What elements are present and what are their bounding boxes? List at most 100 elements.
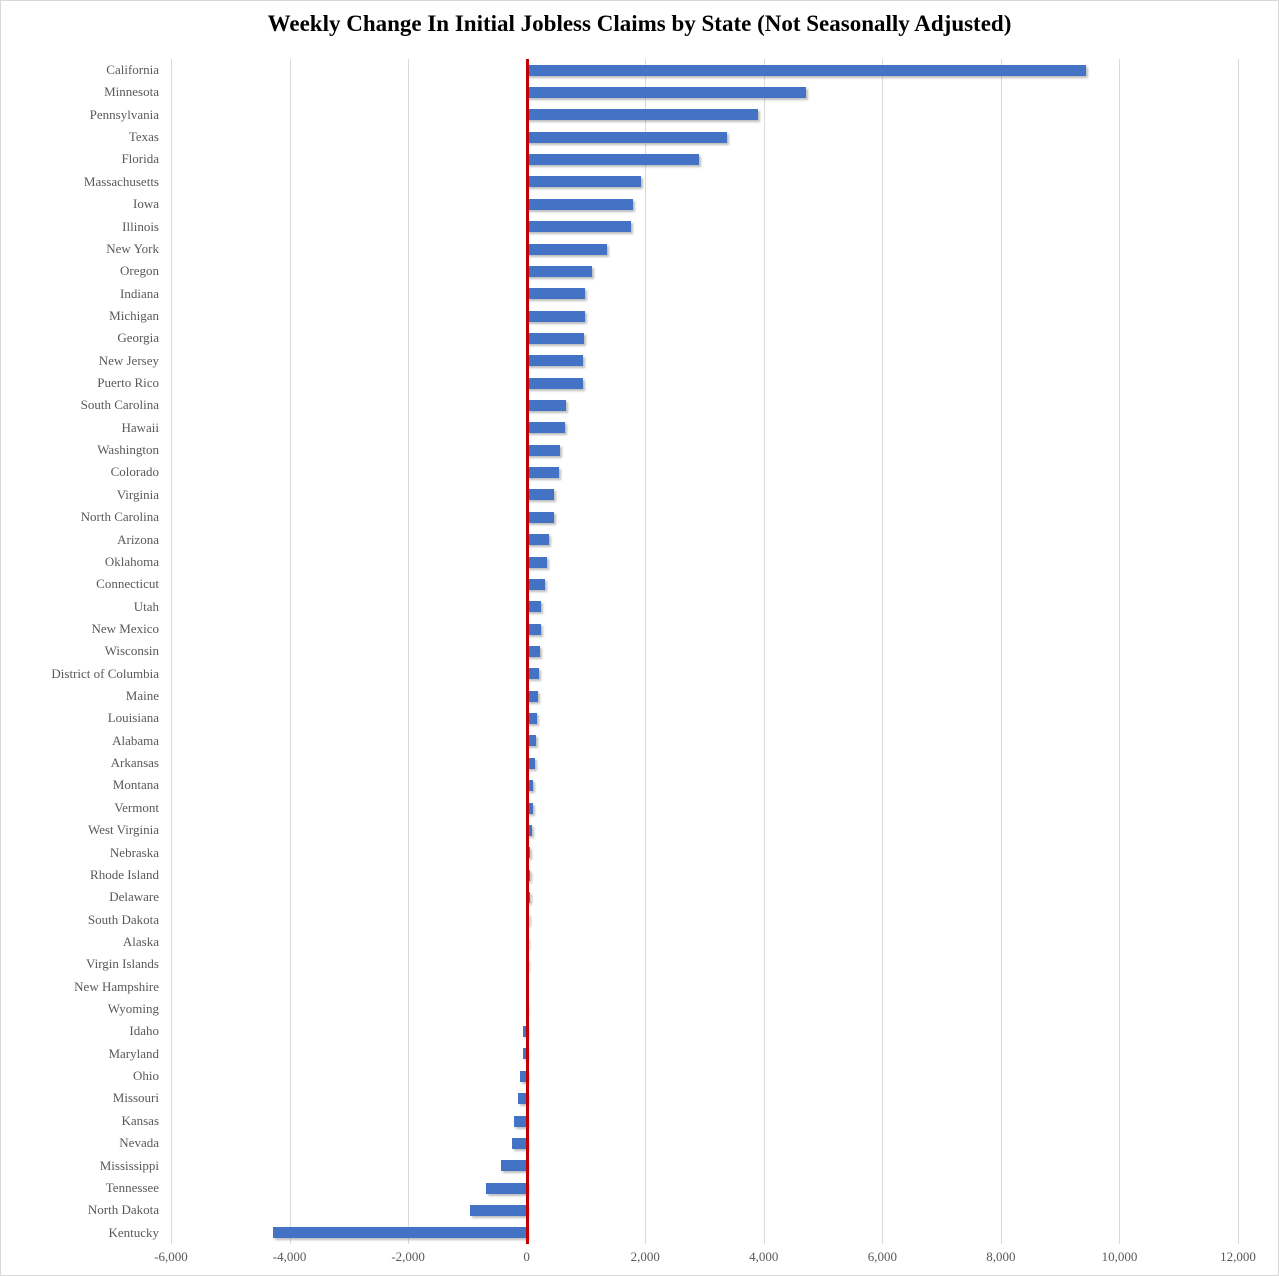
bar	[526, 288, 586, 300]
gridline	[1119, 59, 1121, 1244]
x-tick-label: 10,000	[1101, 1249, 1138, 1264]
category-label: Tennessee	[105, 1179, 159, 1195]
bar	[526, 176, 642, 188]
category-label: Vermont	[114, 799, 159, 815]
category-label: Georgia	[117, 330, 159, 346]
bar	[526, 668, 540, 680]
gridline	[289, 59, 291, 1244]
category-label: Texas	[128, 129, 159, 145]
bar	[526, 467, 559, 479]
category-label: Rhode Island	[90, 866, 159, 882]
bar	[526, 511, 554, 523]
category-label: Indiana	[120, 285, 159, 301]
x-tick-label: -2,000	[391, 1249, 425, 1264]
bar	[526, 154, 699, 166]
category-label: North Carolina	[80, 509, 159, 525]
gridline	[171, 59, 172, 1244]
bar	[526, 355, 583, 367]
category-label: Michigan	[109, 307, 159, 323]
bar	[526, 646, 541, 657]
category-label: Florida	[121, 151, 159, 167]
x-tick-label: 6,000	[867, 1249, 897, 1264]
bar	[526, 310, 585, 322]
x-tick-label: 8,000	[986, 1249, 1016, 1264]
category-label: Illinois	[122, 218, 159, 234]
bar	[526, 623, 541, 635]
gridline	[882, 59, 884, 1244]
category-label: Arkansas	[110, 755, 159, 771]
category-label: Iowa	[133, 196, 159, 212]
gridline	[645, 59, 647, 1244]
bar	[526, 780, 534, 792]
category-label: Pennsylvania	[89, 106, 159, 122]
bar	[272, 1227, 527, 1239]
category-label: Utah	[133, 598, 159, 614]
bar	[526, 332, 584, 344]
bar	[501, 1160, 527, 1172]
category-label: District of Columbia	[51, 665, 159, 681]
bar	[526, 802, 533, 814]
category-label: South Carolina	[80, 397, 159, 413]
category-label: New Jersey	[98, 352, 159, 368]
category-label: Mississippi	[99, 1157, 159, 1173]
plot-area	[171, 59, 1239, 1244]
bar	[526, 243, 607, 255]
bar	[517, 1093, 527, 1105]
x-tick-label: 12,000	[1220, 1249, 1256, 1264]
x-tick-label: 0	[523, 1249, 530, 1264]
category-label: Hawaii	[121, 419, 159, 435]
category-label: Connecticut	[96, 576, 159, 592]
gridline	[408, 59, 410, 1244]
category-label: Montana	[112, 777, 159, 793]
category-label: New York	[106, 240, 159, 256]
category-label: Kentucky	[108, 1224, 159, 1240]
bar	[526, 757, 535, 769]
category-label: New Hampshire	[74, 978, 159, 994]
category-label: Colorado	[110, 464, 159, 480]
category-label: Nebraska	[109, 844, 159, 860]
gridline	[763, 59, 765, 1244]
category-label: Idaho	[129, 1023, 159, 1039]
bar	[526, 400, 567, 412]
category-label: North Dakota	[87, 1202, 159, 1218]
bar	[526, 377, 583, 389]
bar	[526, 824, 532, 836]
category-label: Minnesota	[104, 84, 159, 100]
bar	[526, 578, 546, 590]
category-label: Wyoming	[107, 1001, 159, 1017]
category-label: Washington	[97, 442, 159, 458]
x-tick-label: -4,000	[272, 1249, 307, 1264]
bar	[522, 1048, 527, 1060]
category-label: Nevada	[119, 1135, 159, 1151]
category-label: Louisiana	[107, 710, 159, 726]
bar	[526, 489, 554, 501]
category-label: Puerto Rico	[97, 375, 159, 391]
chart-title: Weekly Change In Initial Jobless Claims …	[267, 11, 1012, 36]
bar	[526, 556, 548, 568]
bar	[526, 221, 631, 233]
bar	[526, 534, 550, 546]
gridline	[1000, 59, 1002, 1244]
category-label: New Mexico	[91, 620, 159, 636]
bar	[526, 265, 593, 277]
category-label: South Dakota	[87, 911, 159, 927]
category-label: West Virginia	[88, 822, 159, 838]
bar	[485, 1182, 527, 1194]
bar	[470, 1204, 527, 1216]
x-tick-label: 4,000	[749, 1249, 779, 1264]
gridline	[1238, 59, 1239, 1244]
bar	[526, 735, 537, 747]
bar	[526, 601, 542, 613]
bar	[526, 109, 758, 121]
category-label: Maryland	[108, 1045, 159, 1061]
category-label: Kansas	[121, 1112, 159, 1128]
category-label: Oklahoma	[104, 553, 159, 569]
bar	[512, 1137, 527, 1149]
category-label: Alabama	[112, 732, 159, 748]
bar	[526, 87, 807, 99]
bar	[526, 690, 538, 702]
x-tick-label: 2,000	[630, 1249, 660, 1264]
category-label: Wisconsin	[104, 643, 159, 659]
bar	[526, 422, 566, 434]
